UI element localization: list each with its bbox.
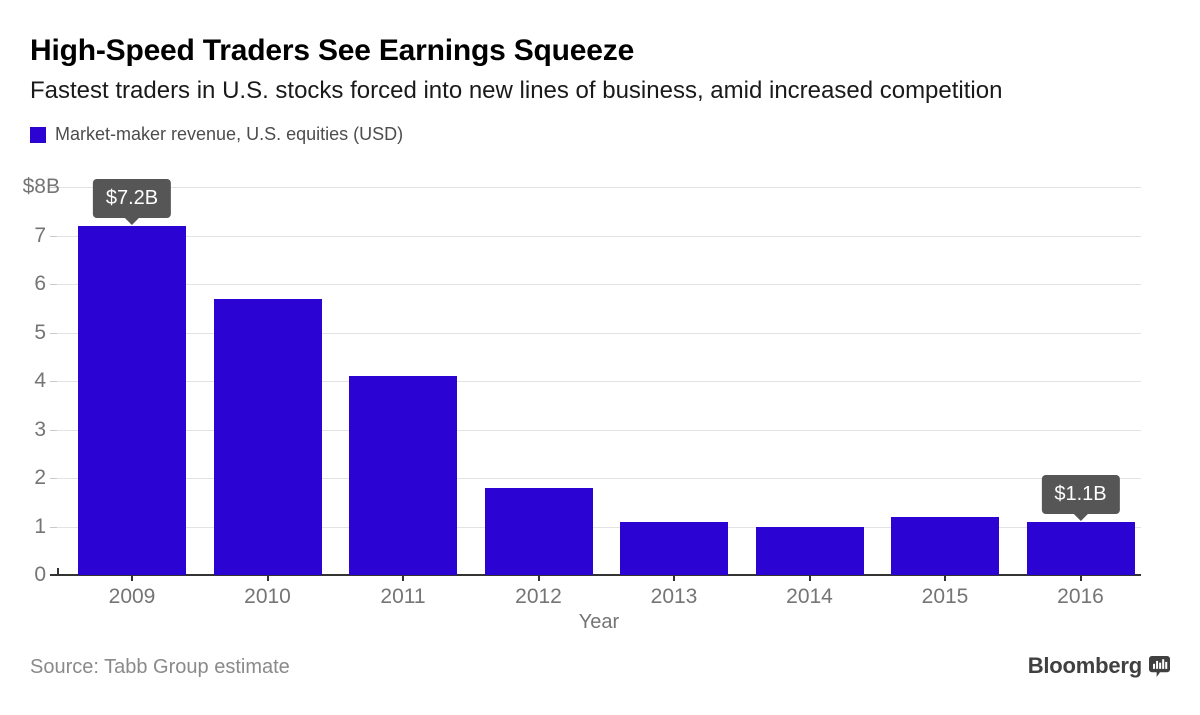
x-tick-label-2012: 2012 (515, 585, 562, 608)
gridline (57, 381, 1141, 382)
y-tick-label-4: 4 (34, 369, 46, 392)
bar-2012 (484, 487, 593, 575)
bloomberg-logo: Bloomberg (1028, 654, 1170, 678)
gridline (57, 526, 1141, 528)
bloomberg-wordmark: Bloomberg (1027, 653, 1143, 678)
x-tick-label-2016: 2016 (1057, 585, 1104, 608)
annotation-2009: $7.2B (92, 178, 172, 218)
x-axis-tick-2010 (266, 575, 269, 581)
x-axis-endcap (57, 568, 59, 574)
annotation-label: $1.1B (1041, 474, 1120, 514)
y-axis-tick (50, 478, 57, 479)
legend: Market-maker revenue, U.S. equities (USD… (30, 124, 1170, 145)
legend-label: Market-maker revenue, U.S. equities (USD… (55, 124, 404, 144)
y-tick-label-1: 1 (34, 514, 46, 538)
bar-2016 (1026, 521, 1135, 575)
gridline (57, 332, 1141, 334)
x-axis-tick-2016 (1079, 575, 1082, 581)
x-tick-label-2013: 2013 (650, 585, 698, 608)
y-tick-label-0: 0 (34, 563, 46, 586)
gridline (57, 429, 1141, 431)
x-tick-label-2011: 2011 (380, 585, 426, 608)
bar-2015 (891, 516, 999, 575)
annotation-label: $7.2B (92, 178, 172, 218)
y-axis-tick (50, 381, 57, 382)
bar-2014 (755, 526, 864, 575)
bar-2009 (78, 225, 186, 575)
bloomberg-chart-bubble-icon (1149, 655, 1170, 677)
source-note: Source: Tabb Group estimate (30, 656, 290, 678)
y-tick-label-2: 2 (34, 466, 46, 489)
gridline (57, 284, 1141, 285)
bar-2011 (349, 376, 457, 575)
x-tick-label-2014: 2014 (786, 585, 833, 608)
x-axis-tick-2014 (808, 575, 811, 581)
legend-swatch-icon (30, 126, 46, 143)
x-axis-tick-2012 (537, 575, 540, 581)
gridline (57, 187, 1141, 188)
bar-2010 (213, 298, 322, 575)
x-axis-tick-2009 (131, 575, 133, 581)
x-tick-label-2010: 2010 (244, 585, 291, 608)
x-axis-title: Year (578, 611, 620, 633)
x-axis-tick-2011 (402, 575, 404, 581)
x-tick-label-2009: 2009 (108, 585, 156, 608)
chart-header: High-Speed Traders See Earnings Squeeze … (30, 33, 1170, 145)
annotation-2016: $1.1B (1041, 474, 1120, 514)
y-tick-label-7: 7 (34, 223, 46, 247)
y-axis-tick (50, 235, 57, 237)
y-tick-label-5: 5 (34, 320, 46, 344)
gridline (57, 235, 1141, 237)
bar-2013 (620, 521, 728, 575)
y-axis-tick (50, 526, 57, 528)
y-axis-tick (50, 187, 57, 188)
chart-title: High-Speed Traders See Earnings Squeeze (30, 34, 635, 67)
y-tick-label-$8B: $8B (22, 175, 60, 198)
x-axis-tick-2015 (944, 575, 946, 581)
y-tick-label-6: 6 (34, 272, 46, 295)
chart-subtitle: Fastest traders in U.S. stocks forced in… (30, 77, 1003, 104)
x-axis-tick-2013 (673, 575, 675, 581)
y-tick-label-3: 3 (34, 417, 46, 441)
y-axis-tick (50, 284, 57, 285)
x-axis-line (50, 574, 1141, 576)
gridline (57, 478, 1141, 479)
y-axis-tick (50, 332, 57, 334)
x-tick-label-2015: 2015 (921, 585, 969, 608)
y-axis-tick (50, 429, 57, 431)
